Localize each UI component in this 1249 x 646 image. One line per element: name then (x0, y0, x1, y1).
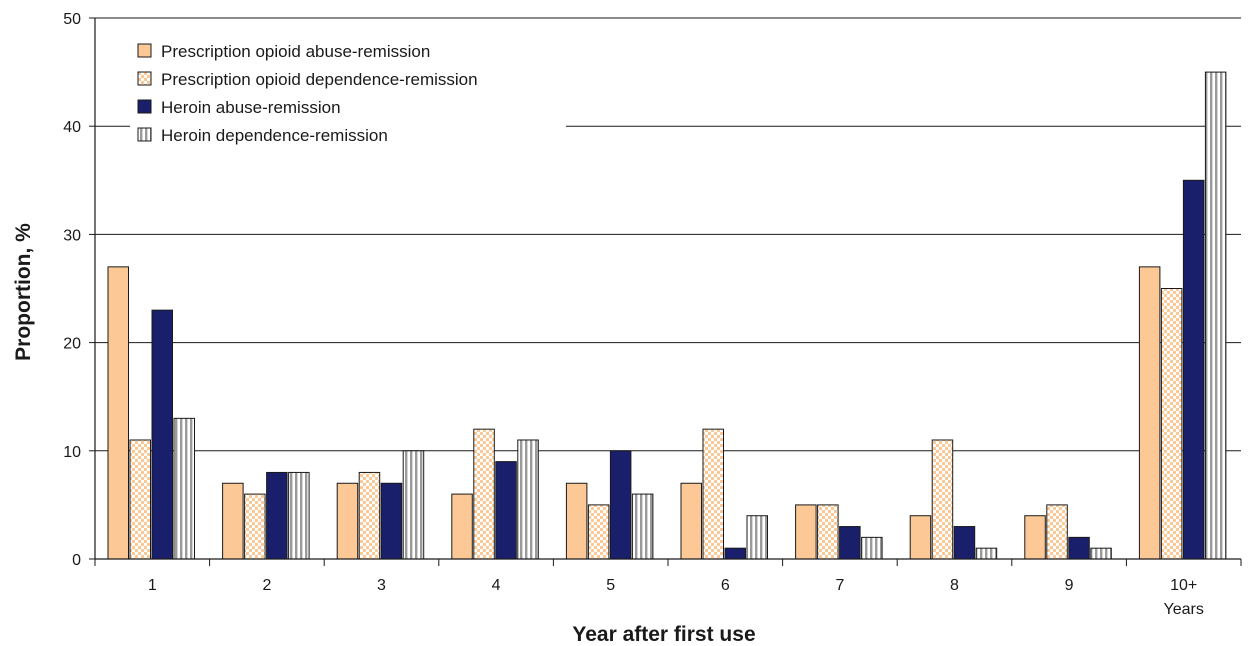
bar (565, 482, 588, 560)
x-tick-label: 1 (148, 577, 157, 594)
bar (517, 439, 539, 560)
axes: 0 10 20 30 40 50 1 2 3 4 5 6 7 8 9 10+ Years (63, 11, 1242, 618)
bar (817, 504, 839, 560)
gridlines (95, 17, 1241, 452)
x-tick-label: Years (1164, 601, 1204, 618)
y-tick-label: 40 (63, 119, 81, 136)
bar (288, 471, 310, 560)
bars (107, 71, 1227, 560)
bar (1138, 266, 1161, 560)
bar (609, 450, 632, 560)
legend-swatch (137, 127, 152, 142)
x-tick-label: 7 (835, 577, 844, 594)
y-tick-label: 50 (63, 11, 81, 28)
y-tick-label: 30 (63, 227, 81, 244)
bar (1046, 504, 1068, 560)
bar (746, 515, 768, 560)
y-axis-title: Proportion, % (12, 223, 35, 361)
legend-swatch (137, 43, 152, 58)
legend-label: Prescription opioid dependence-remission (161, 70, 478, 89)
x-tick-label: 6 (721, 577, 730, 594)
bar (358, 471, 381, 560)
bar (975, 547, 998, 560)
legend-swatch (137, 99, 152, 114)
bar (336, 482, 359, 560)
y-tick-label: 10 (63, 444, 81, 461)
bar (244, 493, 266, 560)
bar (451, 493, 473, 560)
bar (909, 515, 932, 560)
bar (380, 482, 403, 560)
bar (1160, 288, 1183, 560)
bar (266, 471, 288, 560)
bar (795, 504, 817, 560)
bar (1182, 179, 1205, 560)
bar (1090, 547, 1112, 560)
x-tick-label: 5 (606, 577, 615, 594)
x-tick-label: 3 (377, 577, 386, 594)
bar (151, 309, 173, 560)
bar (953, 526, 976, 560)
x-tick-label: 2 (262, 577, 271, 594)
y-tick-label: 0 (72, 552, 81, 569)
bar (931, 439, 954, 560)
legend-label: Heroin abuse-remission (161, 98, 341, 117)
bar (1068, 536, 1090, 560)
bar (1204, 71, 1227, 560)
x-tick-label: 8 (950, 577, 959, 594)
legend-label: Heroin dependence-remission (161, 126, 388, 145)
bar (861, 536, 883, 560)
bar (173, 417, 195, 560)
legend-label: Prescription opioid abuse-remission (161, 42, 430, 61)
bar (680, 482, 702, 560)
bar (1024, 515, 1046, 560)
bar (587, 504, 610, 560)
bar (107, 266, 129, 560)
x-tick-label: 4 (492, 577, 501, 594)
y-tick-label: 20 (63, 336, 81, 353)
x-tick-label: 10+ (1170, 577, 1197, 594)
bar (631, 493, 654, 560)
bar (402, 450, 425, 560)
bar (473, 428, 495, 560)
bar (222, 482, 244, 560)
bar (724, 547, 746, 560)
bar (702, 428, 724, 560)
legend: Prescription opioid abuse-remission Presc… (137, 42, 478, 145)
x-axis-title: Year after first use (572, 623, 755, 646)
bar (129, 439, 151, 560)
legend-swatch (137, 71, 152, 86)
bar (839, 526, 861, 560)
bar (495, 461, 517, 560)
x-tick-label: 9 (1065, 577, 1074, 594)
